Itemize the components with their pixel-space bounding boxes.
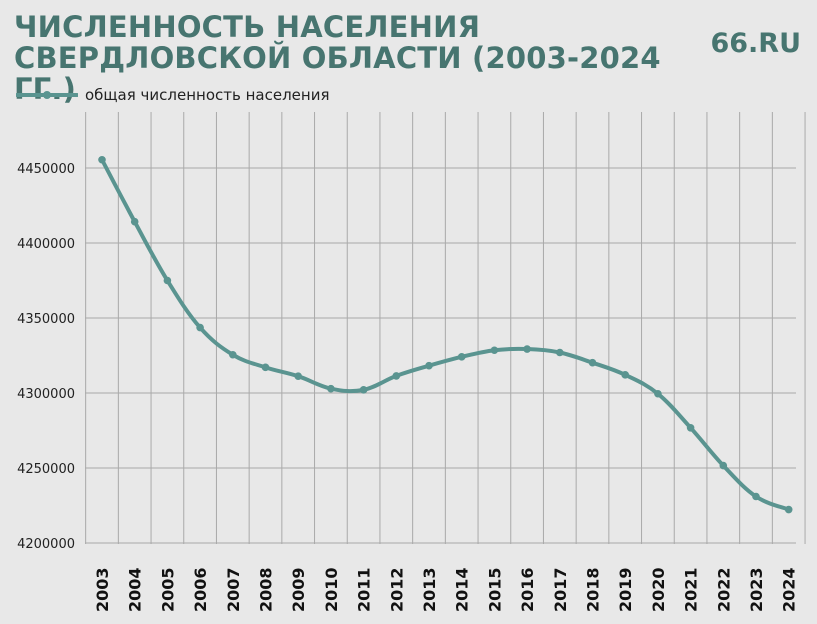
data-point [588,358,597,367]
x-tick-label: 2008 [257,567,276,612]
data-point [261,363,270,372]
y-tick-label: 4250000 [17,462,75,477]
x-tick-label: 2003 [93,567,112,612]
series-line [100,157,791,512]
x-tick-label: 2010 [322,567,341,612]
data-point [425,361,433,370]
data-point [98,155,106,164]
x-tick-label: 2018 [584,567,603,612]
x-tick-label: 2007 [224,567,243,612]
data-point [229,350,237,359]
x-tick-label: 2006 [191,567,210,612]
legend-dot [43,91,51,99]
x-tick-label: 2015 [485,567,504,612]
data-point [654,389,662,398]
data-point [686,424,695,432]
data-point [359,386,368,394]
x-tick-label: 2013 [420,567,439,612]
brand-logo: 66.RU [710,28,801,59]
x-tick-label: 2014 [453,567,472,612]
x-tick-label: 2009 [289,567,308,612]
data-point [294,372,303,381]
data-point [490,346,499,355]
x-tick-label: 2021 [682,567,701,612]
legend-line-marker [16,91,78,99]
data-point [784,505,793,514]
data-point [719,461,728,470]
x-tick-label: 2012 [387,567,406,612]
y-tick-label: 4200000 [17,537,75,552]
x-tick-label: 2020 [649,567,668,612]
data-point [130,217,139,226]
y-tick-label: 4400000 [17,237,75,252]
legend-label: общая численность населения [85,86,330,104]
legend: общая численность населения [16,86,329,104]
x-tick-label: 2011 [355,567,374,612]
data-point [163,276,172,285]
data-point [392,372,401,380]
y-tick-label: 4450000 [17,162,75,177]
x-tick-label: 2005 [158,567,177,612]
data-point [523,345,531,353]
x-tick-label: 2022 [714,567,733,612]
data-point [196,323,204,332]
x-tick-label: 2024 [780,567,799,612]
y-tick-label: 4300000 [17,387,75,402]
x-tick-label: 2019 [616,567,635,612]
data-point [556,348,564,357]
x-tick-label: 2023 [747,567,766,612]
x-tick-label: 2017 [551,567,570,612]
x-tick-label: 2016 [518,567,537,612]
chart-title: ЧИСЛЕННОСТЬ НАСЕЛЕНИЯ СВЕРДЛОВСКОЙ ОБЛАС… [14,10,661,106]
y-tick-label: 4350000 [17,312,75,327]
x-tick-label: 2004 [126,567,145,612]
data-point [457,353,466,361]
data-point [752,492,760,501]
data-point [621,371,629,379]
data-point [327,384,335,393]
